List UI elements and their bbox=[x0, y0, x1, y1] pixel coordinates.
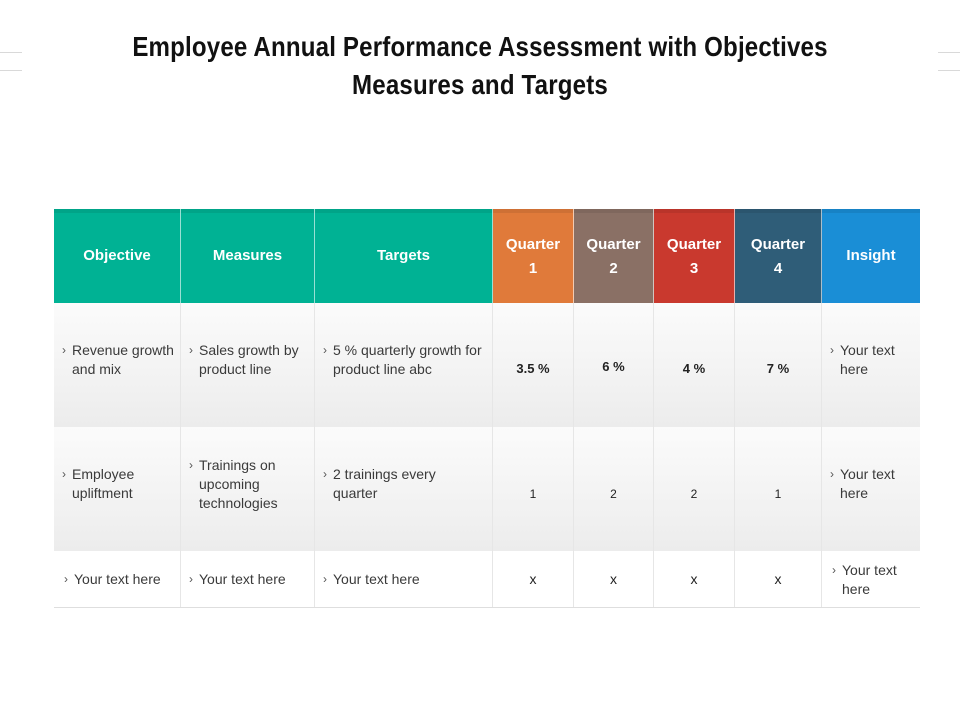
cell-value: 7 % bbox=[766, 361, 790, 376]
cell-value: 2 bbox=[690, 487, 698, 501]
header-targets: Targets bbox=[315, 209, 493, 313]
cell-objective: › Your text here bbox=[54, 551, 181, 607]
cell-targets: › Your text here bbox=[315, 551, 493, 607]
cell-measures: › Sales growth by product line bbox=[181, 303, 315, 427]
cell-text: Trainings on upcoming technologies bbox=[199, 457, 278, 511]
header-label: Quarter 1 bbox=[505, 236, 561, 277]
decorative-line bbox=[938, 70, 960, 71]
chevron-right-icon: › bbox=[189, 572, 193, 586]
cell-quarter-3: x bbox=[654, 551, 735, 607]
header-label: Objective bbox=[83, 247, 151, 264]
cell-quarter-2: 6 % bbox=[574, 303, 654, 427]
cell-value: x bbox=[690, 571, 698, 587]
cell-objective: › Revenue growth and mix bbox=[54, 303, 181, 427]
chevron-right-icon: › bbox=[62, 343, 66, 357]
header-measures: Measures bbox=[181, 209, 315, 313]
chevron-right-icon: › bbox=[830, 467, 834, 481]
title-line-2: Measures and Targets bbox=[352, 69, 608, 100]
chevron-right-icon: › bbox=[189, 343, 193, 357]
cell-quarter-1: 1 bbox=[493, 427, 574, 551]
cell-quarter-4: 7 % bbox=[735, 303, 822, 427]
cell-text: 5 % quarterly growth for product line ab… bbox=[333, 342, 482, 377]
cell-value: 2 bbox=[610, 487, 617, 501]
header-quarter-1: Quarter 1 bbox=[493, 209, 574, 313]
header-objective: Objective bbox=[54, 209, 181, 313]
cell-value: x bbox=[774, 571, 782, 587]
cell-quarter-1: x bbox=[493, 551, 574, 607]
table-row: › Your text here › Your text here › Your te… bbox=[54, 551, 920, 608]
cell-value: 3.5 % bbox=[516, 361, 550, 376]
cell-text: Your text here bbox=[840, 466, 895, 501]
cell-text: Your text here bbox=[842, 562, 897, 597]
cell-text: Your text here bbox=[199, 571, 286, 587]
cell-quarter-3: 4 % bbox=[654, 303, 735, 427]
cell-quarter-1: 3.5 % bbox=[493, 303, 574, 427]
header-quarter-2: Quarter 2 bbox=[574, 209, 654, 313]
chevron-right-icon: › bbox=[62, 467, 66, 481]
cell-targets: › 2 trainings every quarter bbox=[315, 427, 493, 551]
chevron-right-icon: › bbox=[323, 572, 327, 586]
cell-quarter-3: 2 bbox=[654, 427, 735, 551]
header-label: Quarter 2 bbox=[586, 236, 641, 277]
cell-quarter-2: 2 bbox=[574, 427, 654, 551]
table-row: › Employee upliftment › Trainings on upcom… bbox=[54, 427, 920, 552]
cell-value: 4 % bbox=[682, 361, 706, 376]
cell-insight: › Your text here bbox=[822, 551, 920, 607]
header-label: Insight bbox=[846, 247, 896, 264]
chevron-right-icon: › bbox=[64, 572, 68, 586]
page-title: Employee Annual Performance Assessment w… bbox=[119, 28, 841, 104]
cell-value: 1 bbox=[774, 487, 782, 501]
title-line-1: Employee Annual Performance Assessment w… bbox=[132, 31, 828, 62]
cell-measures: › Trainings on upcoming technologies bbox=[181, 427, 315, 551]
chevron-right-icon: › bbox=[323, 343, 327, 357]
cell-value: x bbox=[529, 571, 537, 587]
cell-insight: › Your text here bbox=[822, 427, 920, 551]
cell-quarter-4: 1 bbox=[735, 427, 822, 551]
table-bottom-border bbox=[54, 607, 920, 608]
header-label: Targets bbox=[376, 247, 431, 264]
chevron-right-icon: › bbox=[830, 343, 834, 357]
cell-value: 6 % bbox=[602, 359, 625, 374]
header-quarter-3: Quarter 3 bbox=[654, 209, 735, 313]
cell-value: 1 bbox=[529, 487, 537, 501]
cell-text: Sales growth by product line bbox=[199, 342, 299, 377]
decorative-line bbox=[0, 52, 22, 53]
header-insight: Insight bbox=[822, 209, 920, 313]
chevron-right-icon: › bbox=[323, 467, 327, 481]
cell-objective: › Employee upliftment bbox=[54, 427, 181, 551]
cell-text: Your text here bbox=[840, 342, 895, 377]
cell-text: Your text here bbox=[74, 571, 161, 587]
table-row: › Revenue growth and mix › Sales growth by… bbox=[54, 303, 920, 428]
decorative-line bbox=[938, 52, 960, 53]
cell-text: 2 trainings every quarter bbox=[333, 466, 436, 501]
cell-text: Revenue growth and mix bbox=[72, 342, 174, 377]
cell-quarter-4: x bbox=[735, 551, 822, 607]
header-label: Quarter 4 bbox=[750, 236, 806, 277]
header-quarter-4: Quarter 4 bbox=[735, 209, 822, 313]
cell-measures: › Your text here bbox=[181, 551, 315, 607]
header-label: Quarter 3 bbox=[666, 236, 722, 277]
decorative-line bbox=[0, 70, 22, 71]
cell-insight: › Your text here bbox=[822, 303, 920, 427]
chevron-right-icon: › bbox=[832, 563, 836, 577]
cell-quarter-2: x bbox=[574, 551, 654, 607]
cell-targets: › 5 % quarterly growth for product line a… bbox=[315, 303, 493, 427]
cell-text: Employee upliftment bbox=[72, 466, 135, 501]
cell-text: Your text here bbox=[333, 571, 420, 587]
header-label: Measures bbox=[212, 247, 283, 264]
chevron-right-icon: › bbox=[189, 458, 193, 472]
cell-value: x bbox=[610, 571, 617, 587]
